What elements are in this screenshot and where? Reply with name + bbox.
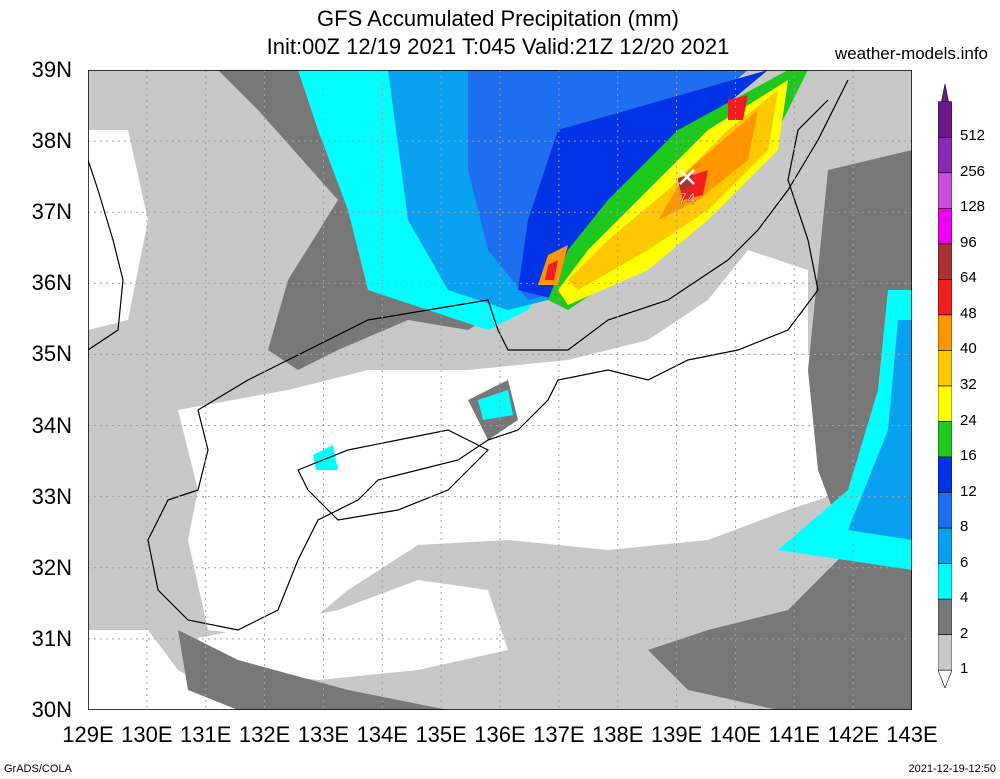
latitude-label: 35N <box>31 341 72 367</box>
colorbar-swatch <box>938 456 952 493</box>
colorbar-label: 1 <box>960 660 969 678</box>
colorbar-label: 4 <box>960 589 969 607</box>
colorbar-swatch <box>938 136 952 174</box>
colorbar-label: 64 <box>960 269 977 287</box>
longitude-label: 139E <box>650 722 703 747</box>
longitude-label: 142E <box>827 722 879 747</box>
longitude-label: 133E <box>297 722 350 747</box>
colorbar-label: 2 <box>960 624 969 642</box>
dry-area <box>88 130 848 680</box>
colorbar-swatch <box>938 314 952 351</box>
longitude-label: 141E <box>768 722 820 747</box>
map-title: GFS Accumulated Precipitation (mm) <box>317 6 679 31</box>
colorbar-swatch <box>938 350 952 387</box>
latitude-label: 39N <box>31 57 72 82</box>
latitude-label: 36N <box>31 270 72 296</box>
longitude-label: 135E <box>415 722 467 747</box>
latitude-label: 34N <box>31 412 72 438</box>
footer-credit: GrADS/COLA <box>4 763 72 775</box>
colorbar-swatch <box>938 101 952 138</box>
longitude-label: 130E <box>121 722 173 747</box>
longitude-label: 129E <box>62 722 114 747</box>
latitude-label: 37N <box>31 199 72 225</box>
longitude-label: 134E <box>356 722 408 747</box>
colorbar-label: 6 <box>960 553 969 571</box>
colorbar-swatch <box>938 172 952 209</box>
colorbar-label: 16 <box>960 447 977 465</box>
colorbar-bottom-arrow <box>938 669 952 688</box>
longitude-label: 138E <box>592 722 644 747</box>
colorbar-label: 48 <box>960 304 977 322</box>
footer-timestamp: 2021-12-19-12:50 <box>908 763 996 775</box>
colorbar-swatch <box>938 492 952 529</box>
grid-lines <box>88 70 912 710</box>
latitude-label: 38N <box>31 128 72 154</box>
latitude-label: 30N <box>31 697 72 722</box>
colorbar-swatch <box>938 385 952 422</box>
colorbar-swatch <box>938 208 952 245</box>
max-marker: 74 <box>678 169 696 208</box>
colorbar-label: 256 <box>960 162 986 180</box>
longitude-label: 143E <box>886 722 938 747</box>
colorbar-label: 24 <box>960 411 977 429</box>
longitude-label: 131E <box>180 722 232 747</box>
latitude-label: 32N <box>31 554 72 580</box>
colorbar-swatch <box>938 421 952 458</box>
map-subtitle: Init:00Z 12/19 2021 T:045 Valid:21Z 12/2… <box>266 34 730 59</box>
colorbar-swatch <box>938 279 952 316</box>
coastlines <box>88 79 849 631</box>
colorbar-label: 40 <box>960 340 977 358</box>
precip-map: 74 <box>88 70 912 710</box>
colorbar-label: 8 <box>960 518 969 536</box>
colorbar-label: 512 <box>960 127 986 145</box>
colorbar-swatch <box>938 527 952 564</box>
latitude-label: 33N <box>31 483 72 509</box>
longitude-label: 132E <box>238 722 291 747</box>
site-watermark: weather-models.info <box>834 44 988 63</box>
longitude-label: 137E <box>533 722 585 747</box>
colorbar-swatch <box>938 634 952 671</box>
colorbar-label: 128 <box>960 198 986 216</box>
colorbar-swatch <box>938 243 952 280</box>
colorbar <box>938 84 952 688</box>
longitude-label: 136E <box>474 722 526 747</box>
colorbar-label: 12 <box>960 482 977 500</box>
colorbar-label: 32 <box>960 376 977 393</box>
colorbar-label: 96 <box>960 233 977 251</box>
colorbar-swatch <box>938 563 952 600</box>
longitude-label: 140E <box>709 722 762 747</box>
colorbar-swatch <box>938 598 952 636</box>
max-value-label: 74 <box>678 191 696 208</box>
latitude-label: 31N <box>31 625 72 651</box>
